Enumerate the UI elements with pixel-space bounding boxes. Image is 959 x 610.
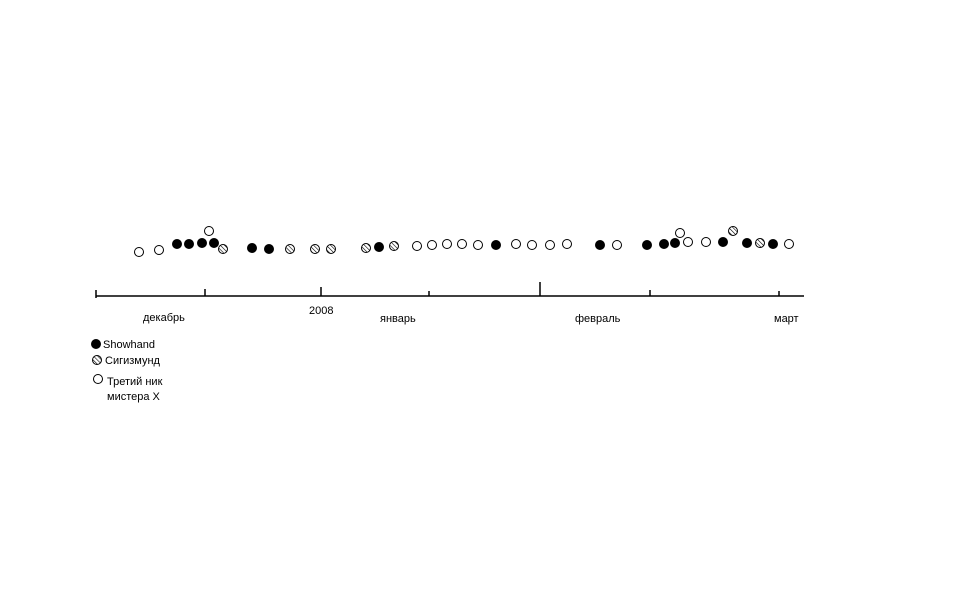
point-third [511,239,521,249]
month-label-march: март [774,313,799,325]
point-showhand [718,237,728,247]
point-third [683,237,693,247]
legend-marker-sigismund [92,355,102,365]
point-sigismund [755,238,765,248]
point-third [675,228,685,238]
month-label-february: февраль [575,313,621,325]
point-showhand [247,243,257,253]
point-sigismund [361,243,371,253]
point-sigismund [218,244,228,254]
legend-label-showhand: Showhand [103,339,155,351]
point-showhand [742,238,752,248]
point-showhand [659,239,669,249]
point-showhand [768,239,778,249]
legend: Showhand Сигизмунд Третий ник мистера Х [91,339,163,403]
point-showhand [670,238,680,248]
month-label-january: январь [380,313,416,325]
point-third [154,245,164,255]
point-third [134,247,144,257]
point-third [427,240,437,250]
point-showhand [642,240,652,250]
point-third [545,240,555,250]
point-showhand [197,238,207,248]
point-sigismund [728,226,738,236]
legend-label-third-line2: мистера Х [107,391,161,403]
point-third [701,237,711,247]
point-third [457,239,467,249]
point-showhand [172,239,182,249]
point-sigismund [310,244,320,254]
point-third [204,226,214,236]
point-showhand [491,240,501,250]
point-third [412,241,422,251]
point-sigismund [389,241,399,251]
time-axis [95,282,804,298]
point-third [527,240,537,250]
point-third [562,239,572,249]
point-third [784,239,794,249]
point-third [612,240,622,250]
point-showhand [374,242,384,252]
point-third [473,240,483,250]
point-sigismund [326,244,336,254]
legend-label-sigismund: Сигизмунд [105,355,161,367]
point-showhand [209,238,219,248]
point-sigismund [285,244,295,254]
point-third [442,239,452,249]
legend-label-third: Третий ник [107,376,163,388]
legend-marker-showhand [91,339,101,349]
point-showhand [595,240,605,250]
data-points [134,226,794,257]
legend-marker-third [93,374,103,384]
point-showhand [264,244,274,254]
point-showhand [184,239,194,249]
month-label-december: декабрь [143,312,185,324]
year-label: 2008 [309,305,333,317]
